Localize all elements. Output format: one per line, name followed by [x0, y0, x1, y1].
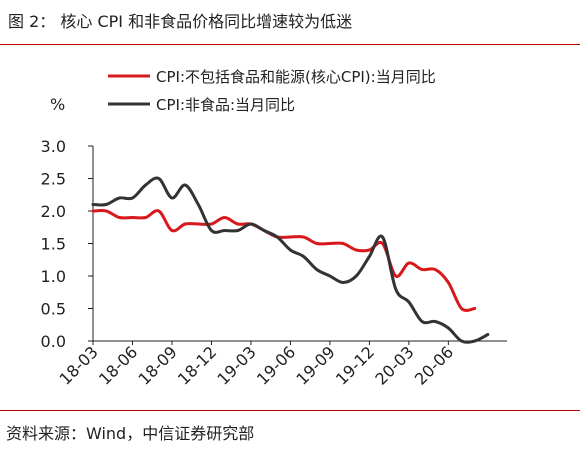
y-axis-unit: %: [50, 95, 65, 114]
y-tick-label: 2.0: [41, 202, 66, 221]
series-line-nonfood-cpi: [91, 176, 490, 344]
x-tick-label: 20-06: [411, 342, 457, 388]
x-tick-label: 18-09: [134, 342, 180, 388]
source-note: 资料来源：Wind，中信证券研究部: [6, 424, 255, 443]
y-tick-label: 1.0: [41, 267, 66, 286]
x-tick-label: 20-03: [371, 342, 417, 388]
line-chart: CPI:不包括食品和能源(核心CPI):当月同比 CPI:非食品:当月同比 % …: [41, 68, 507, 389]
title-divider: [0, 44, 580, 45]
legend-label-nonfood-cpi: CPI:非食品:当月同比: [156, 96, 295, 114]
y-axis: 0.0 0.5 1.0 1.5 2.0 2.5 3.0: [41, 137, 93, 351]
x-tick-label: 19-12: [332, 342, 378, 388]
y-tick-label: 2.5: [41, 170, 66, 189]
source-divider: [0, 410, 580, 411]
chart-legend: CPI:不包括食品和能源(核心CPI):当月同比 CPI:非食品:当月同比: [108, 68, 436, 114]
series-line-core-cpi: [91, 209, 477, 312]
x-tick-label: 19-03: [213, 342, 259, 388]
legend-label-core-cpi: CPI:不包括食品和能源(核心CPI):当月同比: [156, 68, 436, 86]
y-tick-label: 1.5: [41, 235, 66, 254]
axes: [92, 146, 507, 342]
x-tick-label: 19-06: [253, 342, 299, 388]
y-tick-label: 0.5: [41, 300, 66, 319]
y-tick-label: 0.0: [41, 332, 66, 351]
series-layer: [91, 176, 490, 344]
x-tick-label: 18-12: [174, 342, 220, 388]
x-tick-label: 18-06: [95, 342, 141, 388]
x-tick-label: 19-09: [292, 342, 338, 388]
y-tick-label: 3.0: [41, 137, 66, 156]
x-axis: 18-0318-0618-0918-1219-0319-0619-0919-12…: [56, 341, 457, 389]
figure-title: 图 2： 核心 CPI 和非食品价格同比增速较为低迷: [8, 12, 353, 31]
